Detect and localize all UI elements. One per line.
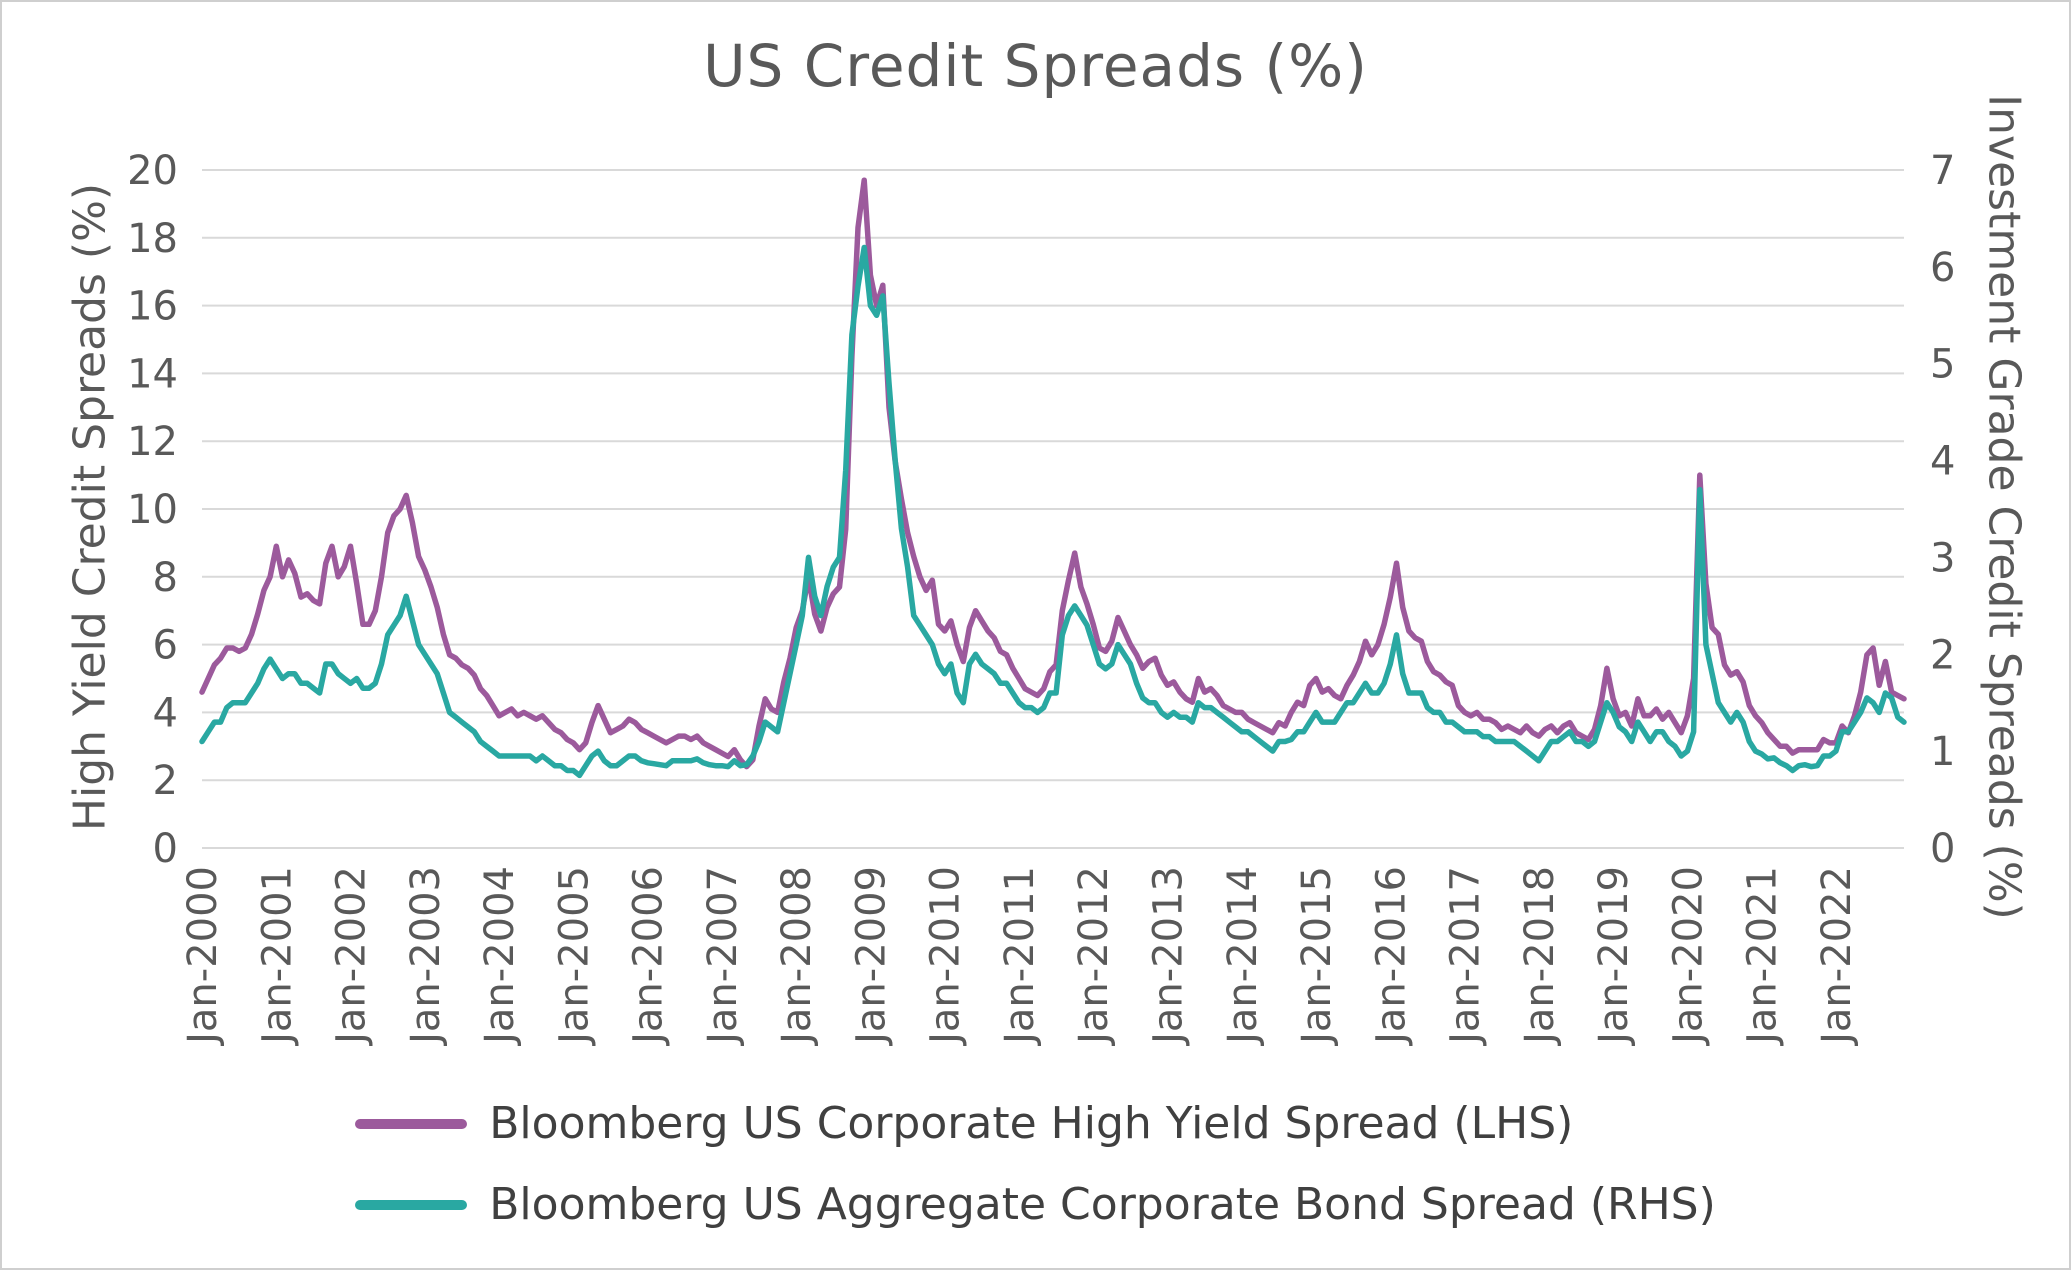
x-tick-label: Jan-2001 — [254, 866, 300, 1047]
legend-inner: Bloomberg US Corporate High Yield Spread… — [355, 1098, 1716, 1230]
legend-label-investment-grade: Bloomberg US Aggregate Corporate Bond Sp… — [489, 1179, 1716, 1230]
legend-label-high-yield: Bloomberg US Corporate High Yield Spread… — [489, 1098, 1574, 1149]
left-y-tick-label: 8 — [153, 555, 178, 601]
legend: Bloomberg US Corporate High Yield Spread… — [2, 1098, 2069, 1230]
x-tick-label: Jan-2018 — [1517, 866, 1563, 1047]
legend-item-investment-grade: Bloomberg US Aggregate Corporate Bond Sp… — [355, 1179, 1716, 1230]
x-tick-label: Jan-2021 — [1740, 866, 1786, 1047]
left-y-tick-label: 10 — [127, 487, 178, 533]
left-y-tick-label: 6 — [153, 623, 178, 669]
left-y-tick-label: 16 — [127, 284, 178, 330]
legend-item-high-yield: Bloomberg US Corporate High Yield Spread… — [355, 1098, 1573, 1149]
x-tick-label: Jan-2016 — [1368, 866, 1414, 1047]
left-y-tick-label: 0 — [153, 826, 178, 872]
right-y-tick-label: 1 — [1930, 729, 1955, 775]
right-y-tick-label: 7 — [1930, 148, 1955, 194]
left-y-tick-label: 12 — [127, 419, 178, 465]
x-tick-label: Jan-2007 — [700, 866, 746, 1047]
x-tick-label: Jan-2000 — [180, 866, 226, 1047]
right-y-tick-label: 4 — [1930, 439, 1955, 485]
right-y-tick-label: 5 — [1930, 342, 1955, 388]
left-y-tick-label: 4 — [153, 690, 178, 736]
x-tick-label: Jan-2017 — [1443, 866, 1489, 1047]
series-line — [199, 244, 1907, 779]
x-tick-label: Jan-2002 — [329, 866, 375, 1047]
right-y-tick-label: 6 — [1930, 245, 1955, 291]
x-tick-label: Jan-2004 — [477, 866, 523, 1047]
x-tick-label: Jan-2022 — [1814, 866, 1860, 1047]
chart-title: US Credit Spreads (%) — [703, 32, 1368, 100]
left-y-tick-label: 14 — [127, 351, 178, 397]
right-y-tick-label: 2 — [1930, 632, 1955, 678]
series-line — [199, 177, 1907, 770]
x-tick-label: Jan-2009 — [848, 866, 894, 1047]
x-tick-label: Jan-2006 — [626, 866, 672, 1047]
x-tick-label: Jan-2003 — [403, 866, 449, 1047]
x-tick-label: Jan-2005 — [551, 866, 597, 1047]
x-tick-label: Jan-2010 — [923, 866, 969, 1047]
x-tick-label: Jan-2015 — [1294, 866, 1340, 1047]
legend-swatch-high-yield-icon — [355, 1118, 468, 1129]
left-y-tick-label: 20 — [127, 148, 178, 194]
left-y-tick-label: 2 — [153, 758, 178, 804]
x-tick-label: Jan-2013 — [1145, 866, 1191, 1047]
right-y-tick-label: 3 — [1930, 535, 1955, 581]
x-tick-label: Jan-2012 — [1071, 866, 1117, 1047]
legend-swatch-investment-grade-icon — [355, 1199, 468, 1210]
right-y-tick-label: 0 — [1930, 826, 1955, 872]
x-tick-label: Jan-2019 — [1591, 866, 1637, 1047]
x-tick-label: Jan-2014 — [1220, 866, 1266, 1047]
x-tick-label: Jan-2008 — [774, 866, 820, 1047]
left-y-tick-label: 18 — [127, 216, 178, 262]
x-tick-label: Jan-2011 — [997, 866, 1043, 1047]
x-tick-label: Jan-2020 — [1665, 866, 1711, 1047]
